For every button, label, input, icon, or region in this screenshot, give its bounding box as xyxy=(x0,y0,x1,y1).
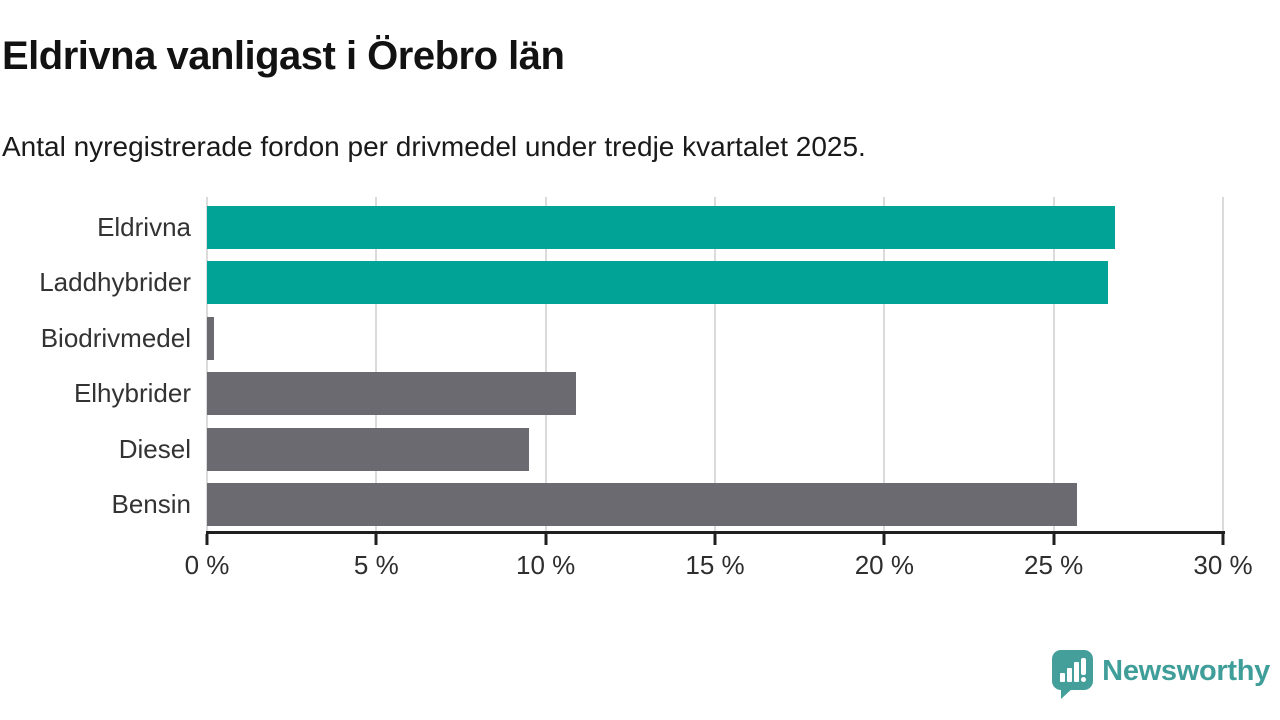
x-tick-label-5: 5 % xyxy=(353,550,399,580)
exclamation-glyph xyxy=(1080,658,1086,682)
x-tick-10 xyxy=(544,534,548,545)
plot-area xyxy=(206,197,1224,531)
gridline-30 xyxy=(1222,197,1224,531)
gridline-20 xyxy=(883,197,886,531)
x-tick-label-25: 25 % xyxy=(1024,550,1084,580)
x-axis-line xyxy=(206,531,1225,534)
bar-biodrivmedel xyxy=(207,316,214,360)
bar-elhybrider xyxy=(207,372,577,416)
gridline-5 xyxy=(375,197,378,531)
category-label-biodrivmedel: Biodrivmedel xyxy=(40,322,191,353)
x-tick-30 xyxy=(1221,534,1225,545)
newsworthy-logo[interactable]: Newsworthy xyxy=(1052,650,1270,702)
chart-title: Eldrivna vanligast i Örebro län xyxy=(2,34,565,78)
x-tick-25 xyxy=(1052,534,1056,545)
bar-chart: Eldrivna Laddhybrider Biodrivmedel Elhybrid… xyxy=(0,197,1280,600)
x-tick-label-30: 30 % xyxy=(1193,550,1253,580)
logo-text: Newsworthy xyxy=(1102,655,1270,687)
y-axis-category-labels: Eldrivna Laddhybrider Biodrivmedel Elhybrid… xyxy=(0,200,191,532)
x-tick-label-20: 20 % xyxy=(854,550,914,580)
category-label-laddhybrider: Laddhybrider xyxy=(39,267,191,298)
bar-bensin xyxy=(207,483,1078,526)
x-tick-label-10: 10 % xyxy=(516,550,576,580)
category-label-diesel: Diesel xyxy=(118,433,191,464)
bar-diesel xyxy=(207,427,529,471)
bar-laddhybrider xyxy=(207,261,1108,305)
chart-subtitle: Antal nyregistrerade fordon per drivmede… xyxy=(2,131,866,162)
gridline-10 xyxy=(544,197,547,531)
gridline-25 xyxy=(1052,197,1055,531)
x-tick-20 xyxy=(882,534,886,545)
x-tick-0 xyxy=(205,534,209,545)
x-tick-15 xyxy=(713,534,717,545)
x-tick-label-15: 15 % xyxy=(685,550,745,580)
gridline-0 xyxy=(206,197,208,531)
x-tick-label-0: 0 % xyxy=(184,550,230,580)
category-label-elhybrider: Elhybrider xyxy=(73,378,191,409)
category-label-eldrivna: Eldrivna xyxy=(97,212,191,242)
chart-speech-bubble-icon xyxy=(1052,650,1094,699)
category-label-bensin: Bensin xyxy=(111,489,192,519)
bar-eldrivna xyxy=(207,206,1115,249)
gridline-15 xyxy=(714,197,716,531)
x-tick-5 xyxy=(374,534,378,545)
x-axis-ticks: 0 % 5 % 10 % 15 % 20 % 25 % 30 % xyxy=(185,200,1253,600)
